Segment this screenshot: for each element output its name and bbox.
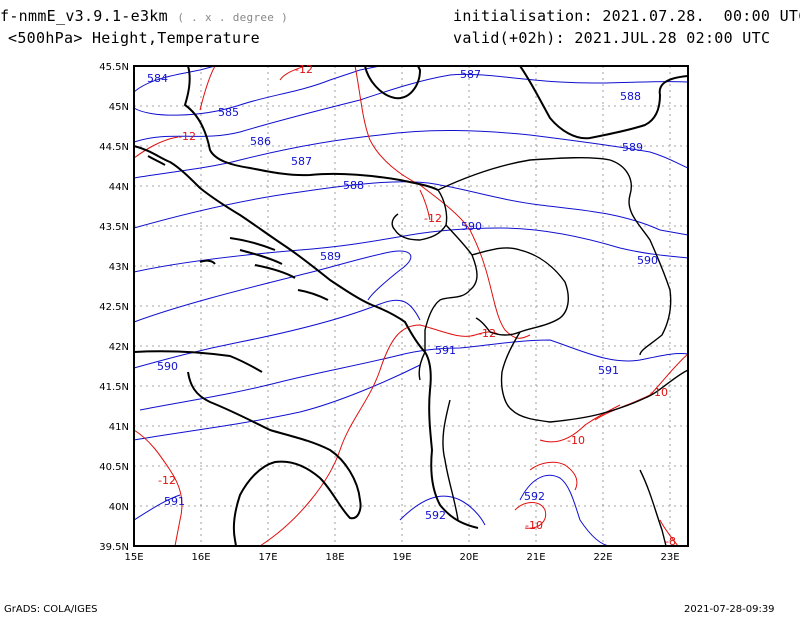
lat-tick-label: 45.5N	[99, 62, 129, 73]
height-contour	[133, 129, 689, 179]
temp-label: -12	[478, 327, 496, 340]
lat-tick-label: 45N	[109, 102, 129, 113]
footer-left: GrADS: COLA/IGES	[4, 604, 98, 615]
init-time: initialisation: 2021.07.28. 00:00 UTC	[453, 7, 800, 25]
height-label: 591	[164, 495, 185, 508]
lat-tick-label: 44.5N	[99, 142, 129, 153]
height-label: 589	[320, 250, 341, 263]
units-note: ( . x . degree )	[177, 11, 289, 24]
temp-contour	[659, 519, 679, 547]
height-label: 590	[637, 254, 658, 267]
height-label: 586	[250, 135, 271, 148]
footer-right: 2021-07-28-09:39	[684, 604, 775, 615]
lat-tick-label: 43N	[109, 262, 129, 273]
border	[471, 247, 569, 336]
lat-tick-label: 39.5N	[99, 542, 129, 553]
height-label: 591	[598, 364, 619, 377]
height-contour	[133, 73, 689, 143]
height-label: 591	[435, 344, 456, 357]
height-label: 587	[460, 68, 481, 81]
height-labels: 584 585 586 587 587 588 588 589 589 590 590 590 591 5…	[147, 68, 658, 522]
valid-time: valid(+02h): 2021.JUL.28 02:00 UTC	[453, 29, 771, 47]
lon-tick-label: 19E	[392, 552, 411, 563]
border	[500, 331, 689, 423]
height-contour	[133, 494, 181, 521]
coastline	[184, 65, 439, 191]
lon-tick-label: 15E	[124, 552, 143, 563]
lat-tick-label: 43.5N	[99, 222, 129, 233]
lat-tick-label: 41.5N	[99, 382, 129, 393]
height-contour	[133, 65, 216, 93]
height-label: 585	[218, 106, 239, 119]
height-contour	[133, 181, 689, 236]
temp-label: -10	[650, 386, 668, 399]
coastline	[364, 65, 689, 140]
map-frame	[133, 65, 689, 547]
lat-tick-label: 42.5N	[99, 302, 129, 313]
lat-tick-label: 40N	[109, 502, 129, 513]
temp-label: -12	[178, 130, 196, 143]
lon-tick-label: 18E	[325, 552, 344, 563]
temp-label: -8	[665, 535, 676, 548]
lon-tick-label: 23E	[660, 552, 679, 563]
border	[418, 351, 459, 521]
temp-label: -10	[567, 434, 585, 447]
temp-contour	[199, 65, 216, 111]
height-label: 588	[620, 90, 641, 103]
height-label: 592	[425, 509, 446, 522]
lon-tick-label: 21E	[526, 552, 545, 563]
temp-contour	[419, 189, 431, 221]
temperature-labels: -12 -12 -12 -12 -10 -10 -10 -8 -12	[158, 63, 676, 548]
temp-label: -12	[158, 474, 176, 487]
coastlines-borders	[133, 65, 689, 547]
coastline	[133, 350, 479, 529]
height-label: 588	[343, 179, 364, 192]
temp-contour	[539, 404, 621, 443]
island	[147, 155, 329, 301]
lon-tick-label: 16E	[191, 552, 210, 563]
axis-labels: 15E 16E 17E 18E 19E 20E 21E 22E 23E 45.5N 45N 44.5N…	[99, 62, 679, 563]
lat-tick-label: 41N	[109, 422, 129, 433]
lat-tick-label: 42N	[109, 342, 129, 353]
height-label: 590	[157, 360, 178, 373]
coastline	[133, 145, 426, 353]
border	[639, 469, 667, 547]
height-contour	[399, 474, 611, 547]
temp-contour	[514, 461, 578, 529]
temp-contour	[133, 429, 183, 547]
lat-tick-label: 44N	[109, 182, 129, 193]
height-contour	[133, 299, 421, 369]
temp-contour	[279, 65, 531, 339]
lon-tick-label: 17E	[258, 552, 277, 563]
height-label: 584	[147, 72, 168, 85]
lon-tick-label: 20E	[459, 552, 478, 563]
height-label: 589	[622, 141, 643, 154]
model-title: f-nmmE_v3.9.1-e3km ( . x . degree )	[0, 7, 289, 25]
height-label: 590	[461, 220, 482, 233]
coastline	[187, 371, 362, 547]
temp-label: -10	[525, 519, 543, 532]
height-contours	[133, 65, 689, 547]
height-label: 592	[524, 490, 545, 503]
height-contour	[133, 227, 689, 273]
border	[391, 189, 448, 241]
height-contour	[133, 250, 412, 323]
border	[424, 224, 478, 352]
height-contour	[133, 364, 421, 441]
field-title: <500hPa> Height,Temperature	[8, 29, 260, 47]
temp-label: -12	[295, 63, 313, 76]
temp-contour	[259, 324, 501, 547]
height-contour	[139, 339, 689, 411]
height-label: 587	[291, 155, 312, 168]
lon-tick-label: 22E	[593, 552, 612, 563]
temp-contour	[133, 136, 179, 159]
temp-label: -12	[424, 212, 442, 225]
border	[437, 156, 672, 356]
height-contour	[133, 65, 381, 116]
lat-tick-label: 40.5N	[99, 462, 129, 473]
